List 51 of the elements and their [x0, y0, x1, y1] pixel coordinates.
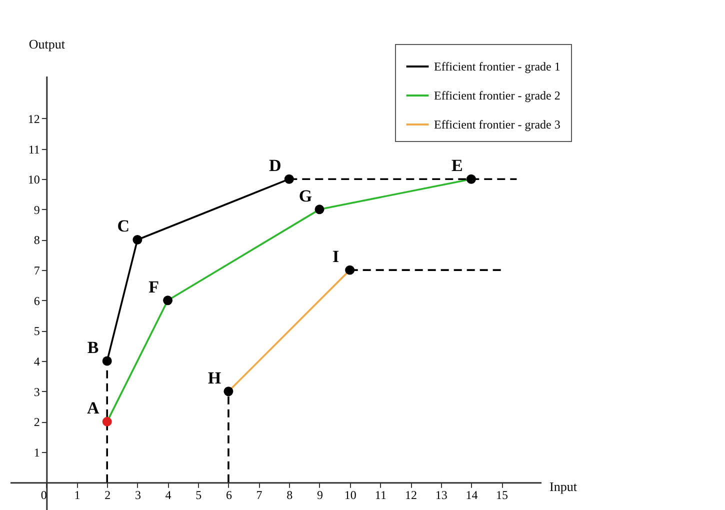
x-tick-label: 7	[256, 488, 262, 502]
y-tick-label: 10	[28, 172, 40, 187]
y-tick-label: 2	[34, 415, 40, 430]
x-tick-label: 11	[374, 488, 386, 502]
y-axis-title: Output	[28, 36, 66, 52]
point	[466, 174, 476, 184]
x-tick-label: 6	[226, 488, 232, 502]
x-tick-label: 1	[74, 488, 80, 502]
x-tick-label: 14	[466, 488, 478, 502]
y-tick-label: 8	[34, 233, 40, 248]
point	[102, 416, 112, 426]
annotation: D	[269, 156, 282, 176]
x-tick-label: 12	[405, 488, 418, 502]
point	[102, 356, 112, 366]
point	[345, 265, 355, 275]
annotation: I	[332, 247, 340, 266]
x-tick-label: 15	[496, 488, 508, 502]
x-tick-label: 10	[344, 488, 356, 502]
y-tick-label: 7	[34, 264, 40, 278]
annotation: C	[117, 216, 130, 236]
y-tick-label: 11	[28, 142, 40, 156]
point	[224, 386, 234, 396]
y-tick-label: 4	[34, 354, 40, 369]
legend-label: Efficient frontier - grade 3	[434, 118, 560, 132]
x-tick-label: 13	[435, 488, 448, 502]
annotation: A	[86, 398, 100, 418]
annotation: E	[452, 156, 463, 176]
x-tick-label: 2	[104, 488, 111, 502]
x-tick-label: 9	[316, 488, 323, 502]
y-tick-label: 3	[34, 384, 40, 399]
point	[132, 235, 142, 244]
point	[163, 296, 173, 306]
point	[314, 204, 324, 214]
y-tick-label: 12	[28, 112, 40, 126]
annotation: G	[298, 186, 312, 206]
x-tick-label: 8	[286, 488, 293, 502]
y-tick-label: 9	[34, 202, 40, 217]
x-tick-label: 0	[40, 488, 47, 502]
y-tick-label: 5	[34, 324, 40, 338]
legend-label: Efficient frontier - grade 2	[434, 88, 560, 102]
y-tick-label: 1	[34, 446, 40, 460]
x-tick-label: 5	[196, 488, 202, 502]
point	[284, 174, 294, 184]
x-axis-title: Input	[550, 478, 578, 494]
annotation: H	[208, 368, 222, 388]
annotation: B	[87, 338, 99, 358]
x-tick-label: 3	[134, 488, 141, 502]
legend-label: Efficient frontier - grade 1	[434, 60, 560, 74]
annotation: F	[148, 277, 159, 296]
y-tick-label: 6	[34, 294, 40, 308]
x-tick-label: 4	[165, 488, 172, 502]
